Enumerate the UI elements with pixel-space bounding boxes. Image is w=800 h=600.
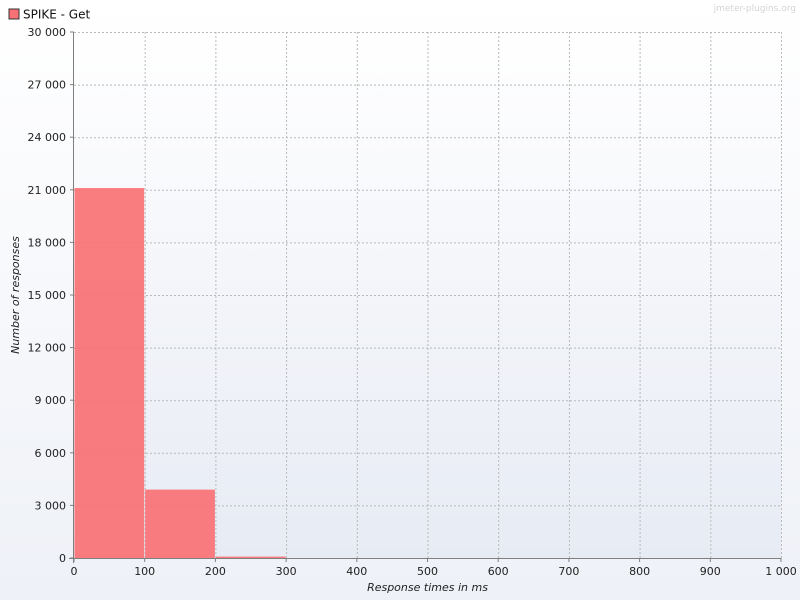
y-tick-label: 18 000 — [28, 236, 67, 249]
y-tick-label: 3 000 — [35, 499, 67, 512]
y-tick-label: 0 — [59, 552, 66, 565]
legend: SPIKE - Get — [8, 8, 90, 22]
y-tick-label: 21 000 — [28, 184, 67, 197]
x-tick-label: 700 — [558, 565, 579, 578]
x-tick-label: 800 — [629, 565, 650, 578]
bars — [74, 188, 286, 558]
x-tick-label: 200 — [205, 565, 226, 578]
y-tick-label: 9 000 — [35, 394, 67, 407]
x-axis-ticks: 0 100 200 300 400 500 600 700 800 900 1 000 — [71, 558, 797, 578]
y-tick-label: 15 000 — [28, 289, 67, 302]
x-tick-label: 300 — [276, 565, 297, 578]
y-tick-label: 6 000 — [35, 447, 67, 460]
x-tick-label: 0 — [71, 565, 78, 578]
x-tick-label: 100 — [134, 565, 155, 578]
grid — [74, 32, 782, 558]
y-tick-label: 30 000 — [28, 26, 67, 39]
legend-label: SPIKE - Get — [23, 8, 90, 22]
y-tick-label: 12 000 — [28, 342, 67, 355]
watermark-text: jmeter-plugins.org — [713, 4, 796, 14]
y-axis-ticks: 0 3 000 6 000 9 000 12 000 15 000 18 000 21 000… — [28, 26, 74, 565]
histogram-bar — [215, 556, 286, 558]
histogram-bar — [74, 188, 145, 558]
x-tick-label: 900 — [700, 565, 721, 578]
y-axis-title: Number of responses — [9, 236, 22, 354]
x-tick-label: 600 — [488, 565, 509, 578]
histogram-bar — [145, 489, 215, 558]
axes — [69, 32, 781, 563]
x-tick-label: 1 000 — [765, 565, 797, 578]
y-tick-label: 24 000 — [28, 131, 67, 144]
x-axis-title: Response times in ms — [367, 581, 488, 594]
x-tick-label: 400 — [346, 565, 367, 578]
x-tick-label: 500 — [417, 565, 438, 578]
y-tick-label: 27 000 — [28, 79, 67, 92]
legend-swatch — [8, 8, 20, 20]
